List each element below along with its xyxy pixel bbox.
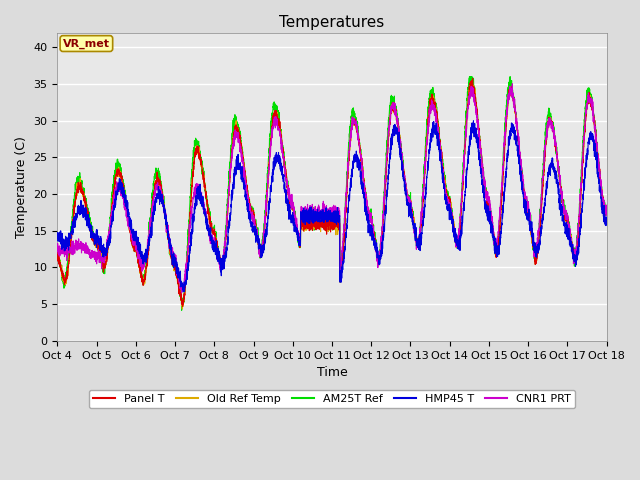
Text: VR_met: VR_met	[63, 38, 110, 48]
Legend: Panel T, Old Ref Temp, AM25T Ref, HMP45 T, CNR1 PRT: Panel T, Old Ref Temp, AM25T Ref, HMP45 …	[88, 390, 575, 408]
X-axis label: Time: Time	[317, 366, 348, 379]
Title: Temperatures: Temperatures	[279, 15, 385, 30]
Y-axis label: Temperature (C): Temperature (C)	[15, 136, 28, 238]
